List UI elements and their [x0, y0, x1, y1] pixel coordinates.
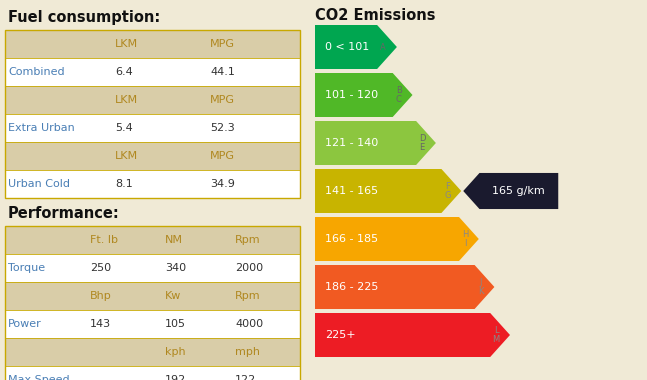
Text: D
E: D E: [419, 134, 425, 152]
Text: 8.1: 8.1: [115, 179, 133, 189]
Text: Fuel consumption:: Fuel consumption:: [8, 10, 160, 25]
Text: CO2 Emissions: CO2 Emissions: [315, 8, 435, 23]
Text: 44.1: 44.1: [210, 67, 235, 77]
Text: MPG: MPG: [210, 151, 235, 161]
Text: 2000: 2000: [235, 263, 263, 273]
Text: Ft. lb: Ft. lb: [90, 235, 118, 245]
Text: Rpm: Rpm: [235, 235, 261, 245]
Text: LKM: LKM: [115, 39, 138, 49]
Text: 141 - 165: 141 - 165: [325, 186, 378, 196]
Text: 34.9: 34.9: [210, 179, 235, 189]
Text: J
K: J K: [477, 278, 483, 296]
Polygon shape: [315, 169, 461, 213]
Text: Extra Urban: Extra Urban: [8, 123, 75, 133]
Text: 0 < 101: 0 < 101: [325, 42, 369, 52]
Text: 143: 143: [90, 319, 111, 329]
Text: 250: 250: [90, 263, 111, 273]
Text: 4000: 4000: [235, 319, 263, 329]
Bar: [5, 30, 300, 198]
Bar: [5, 86, 300, 114]
Bar: [5, 226, 300, 254]
Text: NM: NM: [165, 235, 183, 245]
Text: 225+: 225+: [325, 330, 356, 340]
Text: 52.3: 52.3: [210, 123, 235, 133]
Text: 121 - 140: 121 - 140: [325, 138, 378, 148]
Text: LKM: LKM: [115, 95, 138, 105]
Bar: [5, 170, 300, 198]
Bar: [5, 114, 300, 142]
Text: 340: 340: [165, 263, 186, 273]
Polygon shape: [315, 265, 494, 309]
Text: 105: 105: [165, 319, 186, 329]
Bar: [5, 366, 300, 380]
Text: Performance:: Performance:: [8, 206, 120, 221]
Bar: [5, 254, 300, 282]
Text: Urban Cold: Urban Cold: [8, 179, 70, 189]
Polygon shape: [315, 313, 510, 357]
Text: H
I: H I: [462, 230, 468, 249]
Text: Power: Power: [8, 319, 42, 329]
Text: 165 g/km: 165 g/km: [492, 186, 545, 196]
Bar: [5, 226, 300, 380]
Bar: [5, 142, 300, 170]
Text: Rpm: Rpm: [235, 291, 261, 301]
Text: 122: 122: [235, 375, 256, 380]
Text: kph: kph: [165, 347, 186, 357]
Text: 101 - 120: 101 - 120: [325, 90, 378, 100]
Text: LKM: LKM: [115, 151, 138, 161]
Text: 6.4: 6.4: [115, 67, 133, 77]
Text: F
G: F G: [444, 182, 451, 200]
Bar: [5, 282, 300, 310]
Polygon shape: [315, 25, 397, 69]
Polygon shape: [315, 217, 479, 261]
Text: Torque: Torque: [8, 263, 45, 273]
Polygon shape: [463, 173, 558, 209]
Text: Max Speed: Max Speed: [8, 375, 70, 380]
Text: L
M: L M: [492, 326, 499, 344]
Text: 5.4: 5.4: [115, 123, 133, 133]
Text: B
C: B C: [396, 86, 402, 104]
Text: Combined: Combined: [8, 67, 65, 77]
Bar: [5, 30, 300, 58]
Text: Bhp: Bhp: [90, 291, 112, 301]
Text: mph: mph: [235, 347, 260, 357]
Polygon shape: [315, 73, 413, 117]
Text: Kw: Kw: [165, 291, 181, 301]
Polygon shape: [315, 121, 436, 165]
Bar: [5, 338, 300, 366]
Text: 186 - 225: 186 - 225: [325, 282, 378, 292]
Bar: [5, 58, 300, 86]
Text: MPG: MPG: [210, 95, 235, 105]
Bar: [5, 310, 300, 338]
Text: 192: 192: [165, 375, 186, 380]
Text: A: A: [380, 43, 386, 52]
Text: MPG: MPG: [210, 39, 235, 49]
Text: 166 - 185: 166 - 185: [325, 234, 378, 244]
